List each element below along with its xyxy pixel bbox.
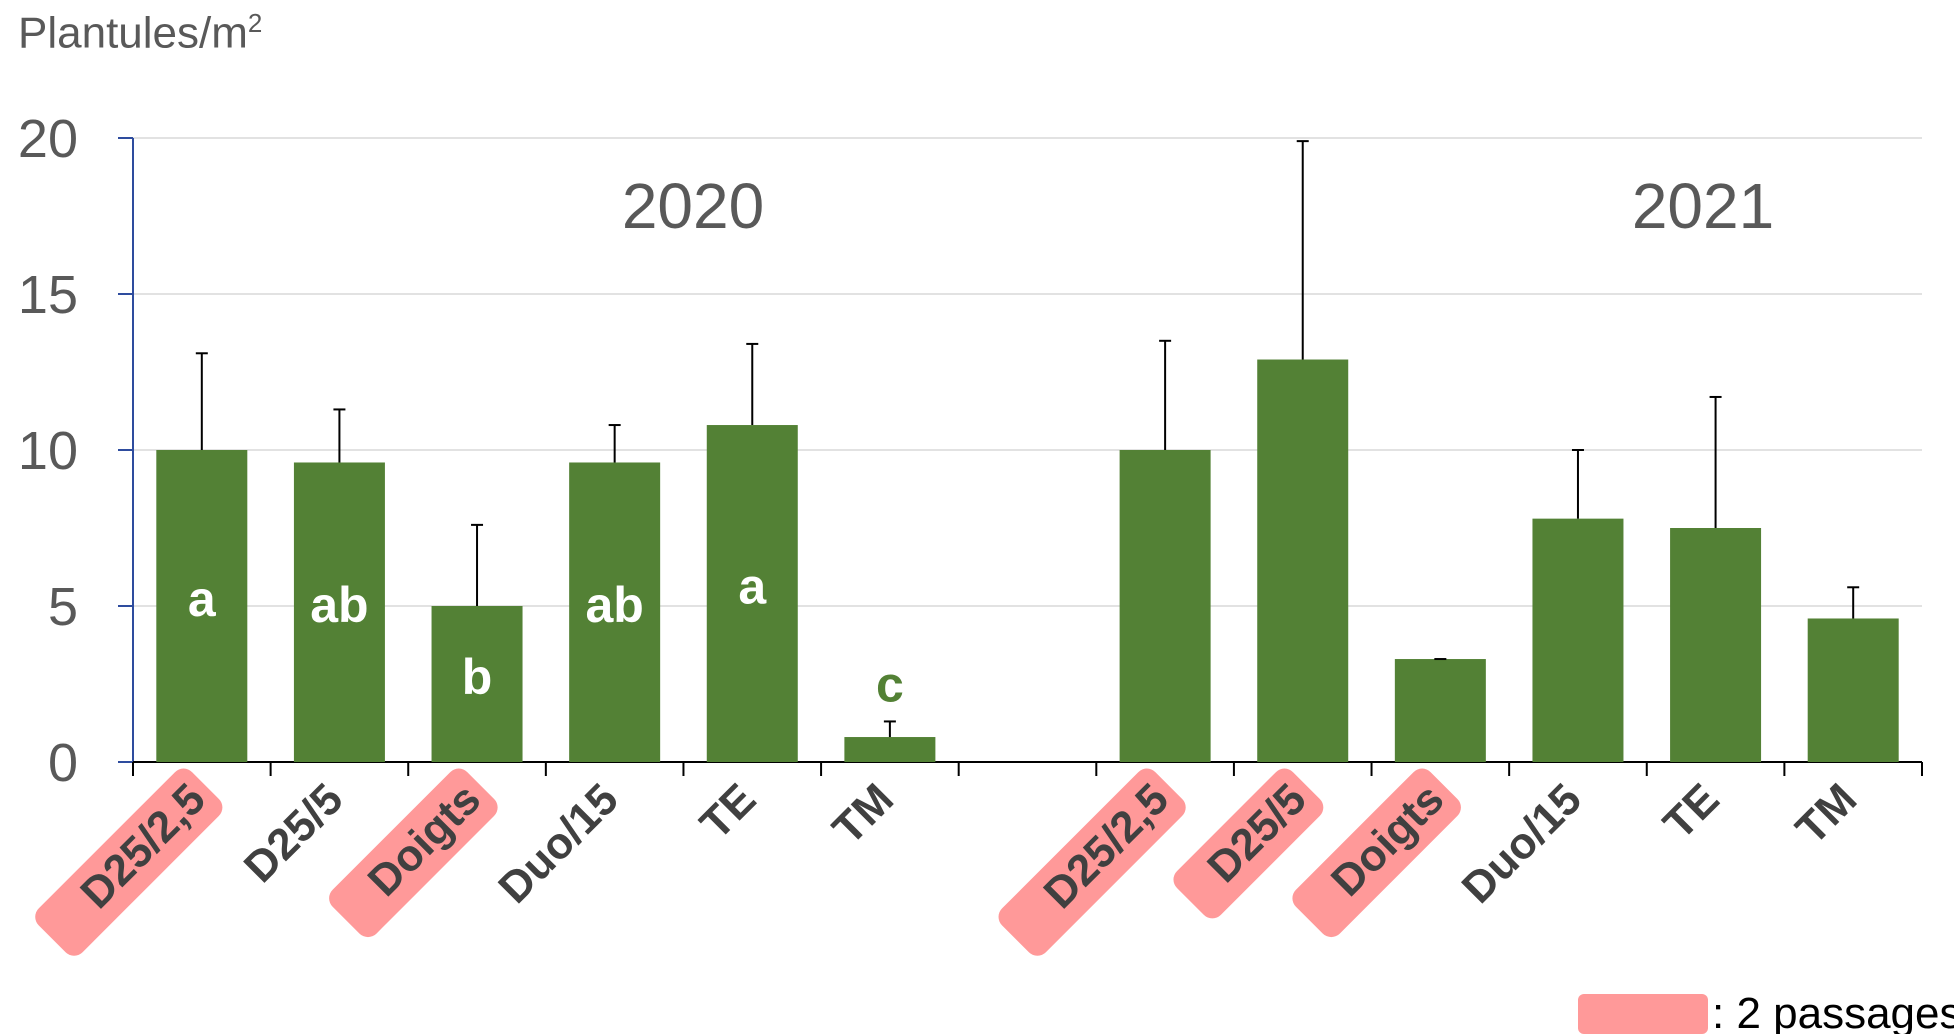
y-tick-label: 15: [18, 265, 78, 325]
category-label-group: D25/2,5: [994, 764, 1191, 961]
category-label: Doigts: [1322, 774, 1453, 905]
significance-letter: ab: [310, 577, 368, 633]
category-label: TM: [1787, 774, 1867, 854]
category-label: TE: [1654, 774, 1728, 848]
category-label: TM: [823, 774, 903, 854]
significance-letter: a: [738, 559, 767, 615]
category-label-group: Doigts: [324, 764, 502, 942]
category-label-group: TM: [1787, 774, 1867, 854]
category-label: TE: [691, 774, 765, 848]
y-tick-label: 10: [18, 421, 78, 481]
bar: [1532, 519, 1623, 762]
bar: [1120, 450, 1211, 762]
category-label-group: TE: [691, 774, 765, 848]
category-label: D25/2,5: [1035, 774, 1179, 918]
significance-letter: b: [462, 649, 493, 705]
significance-letter: ab: [585, 577, 643, 633]
category-label-group: Doigts: [1287, 764, 1465, 942]
y-tick-label: 20: [18, 109, 78, 169]
group-label-2021: 2021: [1632, 170, 1774, 242]
significance-letter: a: [188, 571, 217, 627]
category-label-group: D25/5: [235, 774, 353, 892]
legend-swatch: [1578, 994, 1708, 1034]
category-label: Duo/15: [489, 774, 627, 912]
category-label-group: TM: [823, 774, 903, 854]
bar: [1395, 659, 1486, 762]
bar: [1670, 528, 1761, 762]
legend-label: : 2 passages: [1712, 989, 1954, 1034]
category-label: Duo/15: [1453, 774, 1591, 912]
group-label-2020: 2020: [622, 170, 764, 242]
significance-letter: c: [876, 656, 904, 712]
category-label-group: Duo/15: [489, 774, 627, 912]
bar: [1808, 618, 1899, 762]
category-label: Doigts: [359, 774, 490, 905]
y-tick-label: 5: [48, 577, 78, 637]
bar: [1257, 360, 1348, 762]
bar: [844, 737, 935, 762]
y-tick-label: 0: [48, 733, 78, 793]
category-label-group: Duo/15: [1453, 774, 1591, 912]
category-label-group: D25/2,5: [30, 764, 227, 961]
category-label: D25/2,5: [71, 774, 215, 918]
category-label: D25/5: [235, 774, 353, 892]
category-label-group: TE: [1654, 774, 1728, 848]
